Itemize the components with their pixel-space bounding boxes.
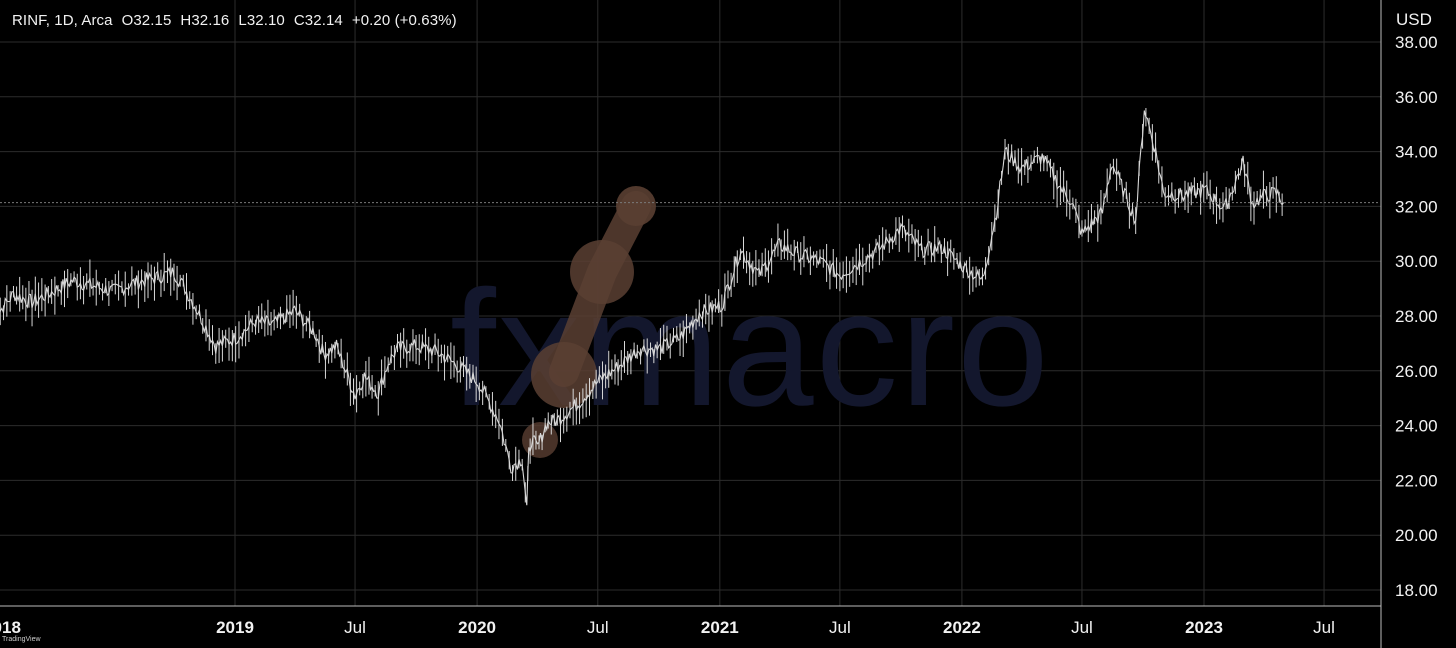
price-tick-label: 26.00 xyxy=(1395,362,1438,381)
time-tick-label: 018 xyxy=(0,618,21,637)
time-tick-label: Jul xyxy=(587,618,609,637)
time-tick-label: 2022 xyxy=(943,618,981,637)
watermark-dot-mid xyxy=(570,240,634,304)
watermark-dot-bottom xyxy=(522,422,558,458)
time-axis[interactable]: 018 2019 Jul 2020 Jul 2021 Jul 2022 Jul 2023 Jul xyxy=(0,618,1335,637)
time-tick-label: 2023 xyxy=(1185,618,1223,637)
watermark-dot-low xyxy=(531,342,597,408)
price-tick-label: 30.00 xyxy=(1395,252,1438,271)
price-tick-label: 34.00 xyxy=(1395,143,1438,162)
price-tick-label: 24.00 xyxy=(1395,417,1438,436)
price-line xyxy=(0,110,1285,506)
time-tick-label: Jul xyxy=(1071,618,1093,637)
time-tick-label: 2020 xyxy=(458,618,496,637)
time-tick-label: 2019 xyxy=(216,618,254,637)
price-tick-label: 22.00 xyxy=(1395,471,1438,490)
tradingview-attribution[interactable]: TradingView xyxy=(2,636,41,643)
price-tick-label: 38.00 xyxy=(1395,33,1438,52)
price-tick-label: 32.00 xyxy=(1395,197,1438,216)
watermark-dot-top xyxy=(616,186,656,226)
time-tick-label: 2021 xyxy=(701,618,739,637)
legend-high: H32.16 xyxy=(180,12,230,29)
legend-open: O32.15 xyxy=(121,12,172,29)
price-axis[interactable]: 18.00 20.00 22.00 24.00 26.00 28.00 30.00 32.00… xyxy=(1395,33,1438,600)
symbol-legend[interactable]: RINF, 1D, Arca O32.15 H32.16 L32.10 C32.14 +0… xyxy=(12,12,466,29)
fxmacro-watermark: fxmacro xyxy=(450,186,1051,458)
legend-low: L32.10 xyxy=(238,12,285,29)
legend-symbol[interactable]: RINF, 1D, Arca xyxy=(12,12,113,29)
price-tick-label: 28.00 xyxy=(1395,307,1438,326)
price-series xyxy=(0,108,1285,506)
time-tick-label: Jul xyxy=(1313,618,1335,637)
price-tick-label: 18.00 xyxy=(1395,581,1438,600)
legend-close: C32.14 xyxy=(293,12,343,29)
legend-change: +0.20 (+0.63%) xyxy=(351,12,457,29)
currency-label[interactable]: USD xyxy=(1396,10,1432,29)
time-tick-label: Jul xyxy=(344,618,366,637)
watermark-text: fxmacro xyxy=(450,256,1051,440)
price-tick-label: 36.00 xyxy=(1395,88,1438,107)
time-tick-label: Jul xyxy=(829,618,851,637)
price-tick-label: 20.00 xyxy=(1395,526,1438,545)
